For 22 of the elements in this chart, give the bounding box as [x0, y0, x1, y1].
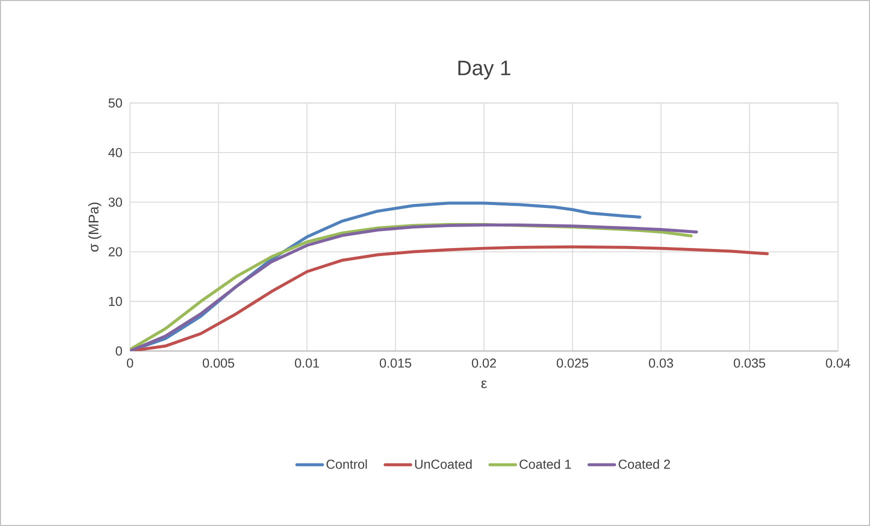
- y-tick-label: 20: [108, 247, 122, 256]
- y-tick-label: 40: [108, 148, 122, 158]
- y-tick-label: 50: [108, 98, 122, 108]
- x-tick-label: 0.03: [648, 358, 674, 368]
- y-tick-label: 0: [116, 346, 122, 356]
- y-tick-label: 30: [108, 198, 122, 207]
- x-tick-label: 0.04: [826, 358, 850, 368]
- x-tick-label: 0.005: [202, 358, 234, 368]
- x-tick-label: 0.01: [294, 358, 319, 368]
- x-tick-label: 0.015: [380, 358, 412, 368]
- y-axis-title: σ (MPa): [88, 202, 102, 252]
- legend-label: Coated 2: [618, 459, 670, 469]
- chart-title: Day 1: [458, 60, 510, 80]
- x-tick-label: 0: [126, 358, 134, 368]
- x-tick-label: 0.02: [472, 358, 496, 368]
- legend-label: Coated 1: [520, 459, 571, 469]
- legend-label: UnCoated: [415, 459, 472, 469]
- x-tick-label: 0.035: [734, 358, 766, 368]
- y-tick-label: 10: [109, 296, 122, 306]
- legend-label: Control: [326, 459, 367, 469]
- x-axis-title: ε: [481, 380, 487, 388]
- x-tick-label: 0.025: [556, 358, 588, 368]
